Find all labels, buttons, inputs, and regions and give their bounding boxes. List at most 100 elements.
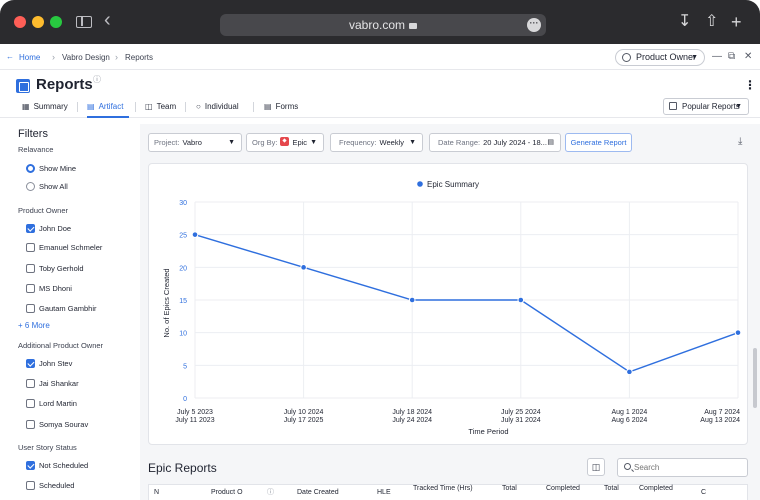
checkbox-lord-martin[interactable]: Lord Martin <box>26 398 77 410</box>
download-icon[interactable]: ⤓ <box>738 136 743 147</box>
column-header[interactable]: Completed <box>546 485 580 492</box>
calendar-icon: ▤ <box>547 139 554 146</box>
user-icon <box>622 53 631 62</box>
checkbox-scheduled[interactable]: Scheduled <box>26 480 74 492</box>
artifact-icon: ▤ <box>87 102 95 111</box>
form-icon: ▤ <box>264 102 272 111</box>
search-field[interactable] <box>617 458 748 477</box>
search-input[interactable] <box>634 461 744 474</box>
sidebar-toggle-icon[interactable] <box>76 16 92 28</box>
breadcrumb-home[interactable]: Home <box>19 53 41 62</box>
column-header[interactable]: Total <box>604 485 619 492</box>
x-tick-label: July 25 2024 <box>501 409 541 416</box>
info-icon[interactable]: ⓘ <box>93 75 101 84</box>
x-tick-label: July 17 2025 <box>284 417 324 424</box>
frequency-select[interactable]: Frequency: Weekly ▼ <box>330 133 423 152</box>
checkbox-not-scheduled[interactable]: Not Scheduled <box>26 460 88 472</box>
search-icon <box>624 463 631 470</box>
zoom-window-button[interactable] <box>50 16 62 28</box>
radio-selected-icon <box>26 164 35 173</box>
column-header[interactable]: C <box>701 489 707 496</box>
chevron-down-icon: ▼ <box>409 139 416 146</box>
tab-divider <box>135 102 136 112</box>
role-select-value: Product Owner <box>636 52 697 62</box>
epic-summary-chart: 0 5 10 15 20 25 30 July 5 2023 July 11 2023 July … <box>148 163 748 445</box>
column-header[interactable]: Total <box>502 485 517 492</box>
scrollbar-thumb[interactable] <box>753 348 757 408</box>
info-icon[interactable]: ⓘ <box>267 489 274 496</box>
checkbox-john-doe[interactable]: John Doe <box>26 223 71 235</box>
lock-icon <box>409 23 418 29</box>
column-header[interactable]: Tracked Time (Hrs) <box>413 485 473 492</box>
minimize-icon[interactable]: — <box>712 51 722 62</box>
epic-reports-title: Epic Reports <box>148 461 217 475</box>
y-tick-label: 10 <box>179 331 187 338</box>
radio-icon <box>26 182 35 191</box>
minimize-window-button[interactable] <box>32 16 44 28</box>
chevron-down-icon: ▼ <box>310 139 317 146</box>
chevron-down-icon: ▼ <box>228 139 235 146</box>
browser-back-icon[interactable]: ‹ <box>104 9 111 31</box>
data-point <box>517 296 525 304</box>
tab-forms[interactable]: ▤ Forms <box>264 102 299 111</box>
breadcrumb-back-icon[interactable]: ← <box>6 52 14 61</box>
tab-summary[interactable]: ▦ Summary <box>22 102 68 111</box>
page-options-icon[interactable]: ··· <box>527 18 541 32</box>
data-point <box>408 296 416 304</box>
checkbox-icon <box>26 243 35 252</box>
column-header[interactable]: Completed <box>639 485 673 492</box>
tab-divider <box>185 102 186 112</box>
breadcrumb-vabro-design[interactable]: Vabro Design <box>62 53 110 62</box>
tab-team[interactable]: ◫ Team <box>145 102 177 111</box>
tab-individual[interactable]: ○ Individual <box>196 102 239 111</box>
x-tick-label: Aug 13 2024 <box>700 417 740 424</box>
tab-artifact[interactable]: ▤ Artifact <box>87 96 130 118</box>
column-settings-icon[interactable]: ◫ <box>587 458 605 476</box>
checkbox-icon <box>26 481 35 490</box>
close-icon[interactable]: ✕ <box>744 51 753 62</box>
checkbox-gautam-gambhir[interactable]: Gautam Gambhir <box>26 303 97 315</box>
y-tick-label: 15 <box>179 298 187 305</box>
new-tab-icon[interactable]: + <box>731 12 742 32</box>
legend-label: Epic Summary <box>427 180 479 189</box>
data-point <box>734 329 742 336</box>
y-tick-label: 5 <box>183 363 187 370</box>
checkbox-emanuel-schmeler[interactable]: Emanuel Schmeler <box>26 242 102 254</box>
x-tick-label: July 5 2023 <box>177 409 213 416</box>
checkbox-ms-dhoni[interactable]: MS Dhoni <box>26 283 72 295</box>
column-header[interactable]: Product O <box>211 489 243 496</box>
generate-report-button[interactable]: Generate Report <box>565 133 632 152</box>
team-icon: ◫ <box>145 102 153 111</box>
project-select[interactable]: Project: Vabro ▼ <box>148 133 242 152</box>
column-header[interactable]: N <box>154 489 160 496</box>
checkbox-toby-gerhold[interactable]: Toby Gerhold <box>26 263 84 275</box>
breadcrumb-separator-icon: › <box>115 52 118 62</box>
checkbox-icon <box>26 420 35 429</box>
share-icon[interactable]: ⇧ <box>705 13 719 30</box>
date-range-picker[interactable]: Date Range: 20 July 2024 - 18... ▤ <box>429 133 561 152</box>
y-tick-label: 20 <box>179 265 187 272</box>
checkbox-john-stev[interactable]: John Stev <box>26 358 72 370</box>
user-story-status-label: User Story Status <box>18 443 77 452</box>
radio-show-all[interactable]: Show All <box>26 181 68 193</box>
checkbox-somya-sourav[interactable]: Somya Sourav <box>26 419 88 431</box>
column-header[interactable]: Date Created <box>297 489 339 496</box>
close-window-button[interactable] <box>14 16 26 28</box>
radio-show-mine[interactable]: Show Mine <box>26 163 76 175</box>
download-indicator-icon[interactable]: ↧ <box>678 13 692 30</box>
address-bar[interactable]: vabro.com <box>220 14 546 36</box>
x-tick-label: July 24 2024 <box>392 417 432 424</box>
more-product-owners-link[interactable]: + 6 More <box>18 321 50 330</box>
more-options-icon[interactable]: ⋮ <box>744 78 756 92</box>
checkbox-jai-shankar[interactable]: Jai Shankar <box>26 378 79 390</box>
breadcrumb: ← Home › Vabro Design › Reports Product … <box>0 44 760 70</box>
restore-icon[interactable]: ⧉ <box>728 51 736 62</box>
popular-reports-dropdown[interactable]: Popular Reports ▼ <box>663 98 749 115</box>
role-select[interactable]: Product Owner ▼ <box>615 49 705 66</box>
org-by-select[interactable]: Org By: Epic ▼ <box>246 133 324 152</box>
column-header[interactable]: HLE <box>377 489 391 496</box>
x-tick-label: Aug 1 2024 <box>611 409 647 416</box>
x-axis-label: Time Period <box>468 427 508 436</box>
breadcrumb-separator-icon: › <box>52 52 55 62</box>
data-point <box>626 368 633 376</box>
